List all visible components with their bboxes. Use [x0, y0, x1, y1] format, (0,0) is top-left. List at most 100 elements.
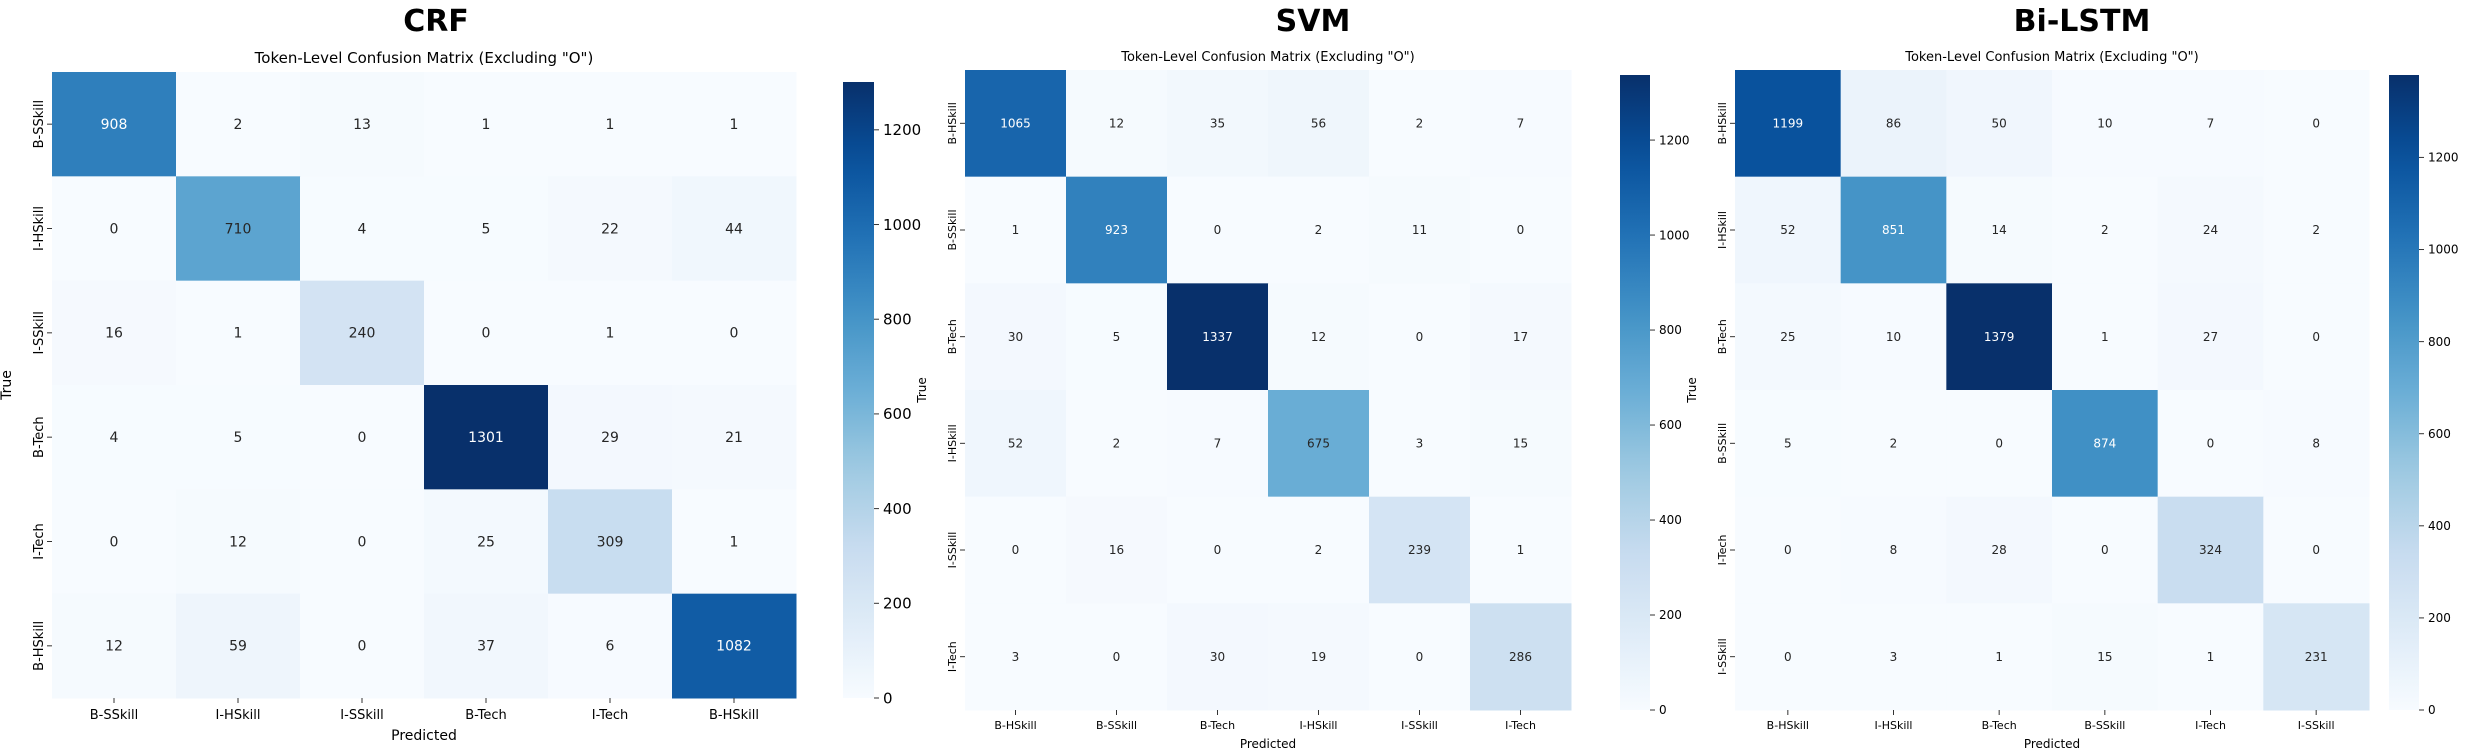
cell-value-label: 1199: [1773, 117, 1804, 131]
cell-value-label: 13: [353, 117, 371, 133]
y-tick-label: B-HSkill: [1716, 102, 1729, 144]
heatmap-cell: [1167, 283, 1269, 391]
heatmap-cell: [1167, 176, 1269, 284]
heatmap-cell: [548, 593, 673, 699]
cell-value-label: 1: [1012, 223, 1020, 237]
heatmap-cell: [965, 283, 1067, 391]
heatmap-cell: [176, 593, 301, 699]
colorbar-tick-label: 1000: [1659, 228, 1690, 242]
cell-value-label: 8: [1890, 543, 1898, 557]
cell-value-label: 5: [1784, 437, 1792, 451]
x-tick-label: B-SSkill: [90, 708, 138, 723]
heatmap-cell: [1268, 283, 1370, 391]
heatmap-cell: [52, 176, 177, 282]
heatmap-cell: [1268, 70, 1370, 178]
cell-value-label: 16: [105, 326, 123, 342]
colorbar-tick-label: 800: [883, 310, 912, 328]
heatmap-cell: [1369, 176, 1471, 284]
colorbar-tick-label: 400: [2428, 519, 2451, 533]
heatmap-cell: [1167, 603, 1269, 711]
cell-value-label: 1: [234, 326, 243, 342]
heatmap-cell: [1840, 176, 1947, 284]
x-tick-label: I-Tech: [1505, 719, 1536, 732]
heatmap-cell: [424, 72, 549, 177]
heatmap-cell: [1840, 390, 1947, 498]
heatmap-cell: [1840, 603, 1947, 711]
bi-lstm-x-axis-label: Predicted: [2024, 737, 2080, 751]
heatmap-cell: [965, 390, 1067, 498]
heatmap-cell: [52, 72, 177, 177]
heatmap-cell: [672, 385, 797, 490]
y-tick-label: B-HSkill: [946, 102, 959, 144]
colorbar-tick-label: 800: [1659, 323, 1682, 337]
cell-value-label: 2: [1113, 437, 1121, 451]
x-tick-label: B-Tech: [1200, 719, 1235, 732]
heatmap-cell: [1066, 496, 1168, 604]
x-tick-label: I-Tech: [2195, 719, 2226, 732]
y-tick-label: B-SSkill: [32, 100, 47, 148]
cell-value-label: 923: [1105, 223, 1128, 237]
y-tick-label: I-HSkill: [32, 206, 47, 251]
cell-value-label: 15: [2097, 650, 2112, 664]
heatmap-cell: [1470, 70, 1572, 178]
heatmap-cell: [672, 489, 797, 595]
cell-value-label: 12: [229, 534, 247, 550]
cell-value-label: 2: [1315, 543, 1323, 557]
cell-value-label: 21: [725, 430, 743, 446]
cell-value-label: 231: [2305, 650, 2328, 664]
cell-value-label: 3: [1012, 650, 1020, 664]
cell-value-label: 14: [1992, 223, 2007, 237]
heatmap-cell: [2052, 283, 2159, 391]
heatmap-cell: [1735, 603, 1842, 711]
heatmap-cell: [2052, 70, 2159, 178]
heatmap-cell: [176, 72, 301, 177]
cell-value-label: 0: [2207, 437, 2215, 451]
heatmap-cell: [1369, 70, 1471, 178]
x-tick-label: B-SSkill: [1096, 719, 1137, 732]
heatmap-cell: [548, 385, 673, 490]
heatmap-cell: [2157, 603, 2264, 711]
cell-value-label: 1: [606, 326, 615, 342]
heatmap-cell: [176, 176, 301, 282]
cell-value-label: 286: [1509, 650, 1532, 664]
cell-value-label: 1082: [716, 639, 752, 655]
cell-value-label: 2: [1890, 437, 1898, 451]
cell-value-label: 0: [1113, 650, 1121, 664]
crf-heatmap: Token-Level Confusion Matrix (Excluding …: [0, 49, 921, 744]
colorbar-tick-label: 1000: [883, 216, 921, 234]
cell-value-label: 28: [1992, 543, 2007, 557]
colorbar-tick-label: 1000: [2428, 243, 2459, 257]
heatmap-cell: [1268, 496, 1370, 604]
cell-value-label: 52: [1780, 223, 1795, 237]
cell-value-label: 27: [2203, 330, 2218, 344]
heatmap-cell: [1946, 176, 2053, 284]
bi-lstm-heatmap: Token-Level Confusion Matrix (Excluding …: [1685, 50, 2459, 751]
heatmap-cell: [1470, 496, 1572, 604]
heatmap-cell: [1369, 390, 1471, 498]
bi-lstm-matrix-title: Token-Level Confusion Matrix (Excluding …: [1904, 50, 2198, 65]
x-tick-label: B-HSkill: [994, 719, 1036, 732]
svm-y-axis-label: True: [915, 377, 929, 404]
heatmap-cell: [1066, 390, 1168, 498]
cell-value-label: 35: [1210, 117, 1225, 131]
cell-value-label: 2: [234, 117, 243, 133]
heatmap-cell: [2157, 70, 2264, 178]
y-tick-label: I-HSkill: [946, 424, 959, 462]
cell-value-label: 30: [1008, 330, 1023, 344]
heatmap-cell: [176, 280, 301, 386]
heatmap-cell: [548, 176, 673, 282]
colorbar-tick-label: 1200: [1659, 133, 1690, 147]
heatmap-cell: [1167, 390, 1269, 498]
cell-value-label: 1: [730, 117, 739, 133]
heatmap-cell: [1268, 603, 1370, 711]
cell-value-label: 1301: [468, 430, 504, 446]
heatmap-cell: [1369, 603, 1471, 711]
heatmap-cell: [2263, 70, 2370, 178]
heatmap-cell: [2157, 390, 2264, 498]
cell-value-label: 710: [225, 221, 252, 237]
heatmap-cell: [424, 280, 549, 386]
cell-value-label: 86: [1886, 117, 1901, 131]
heatmap-cell: [548, 280, 673, 386]
x-tick-label: B-Tech: [465, 708, 507, 723]
cell-value-label: 1: [1517, 543, 1525, 557]
